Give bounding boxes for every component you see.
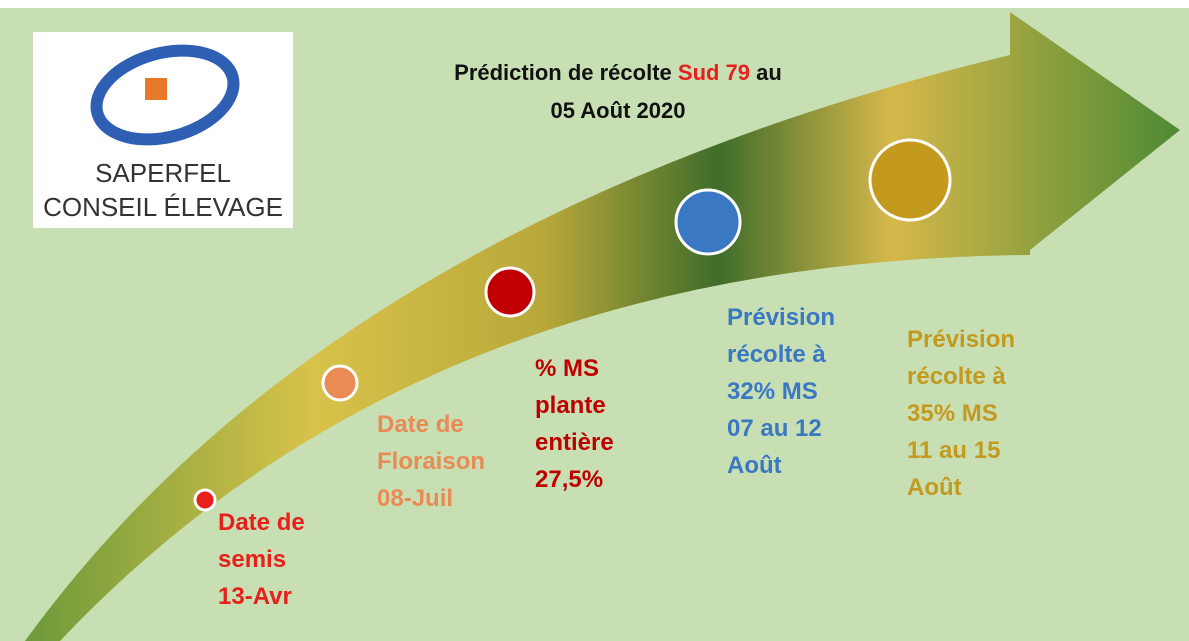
milestone-label: Date de: [218, 509, 305, 536]
milestone-label: Prévision: [727, 304, 835, 331]
milestone-dot: [676, 190, 740, 254]
milestone-dot: [323, 366, 357, 400]
milestone-label: 07 au 12: [727, 415, 822, 442]
milestone-label: récolte à: [727, 341, 826, 368]
logo-cube: [145, 78, 167, 100]
top-strip: [0, 0, 1189, 8]
milestone-label: 08-Juil: [377, 485, 453, 512]
milestone-label: 27,5%: [535, 466, 603, 493]
milestone-label: semis: [218, 546, 286, 573]
title-line1: Prédiction de récolte Sud 79 au: [454, 60, 782, 85]
milestone-label: récolte à: [907, 363, 1006, 390]
milestone-dot: [870, 140, 950, 220]
milestone-dot: [486, 268, 534, 316]
milestone-label: Floraison: [377, 448, 485, 475]
milestone-label: 32% MS: [727, 378, 818, 405]
milestone-label: Date de: [377, 411, 464, 438]
logo-line1: SAPERFEL: [95, 158, 231, 188]
milestone-label: % MS: [535, 355, 599, 382]
title-end: au: [756, 60, 782, 85]
logo: SAPERFEL CONSEIL ÉLEVAGE: [33, 32, 293, 228]
milestone-label: 11 au 15: [907, 437, 1000, 464]
milestone-label: entière: [535, 429, 614, 456]
infographic: SAPERFEL CONSEIL ÉLEVAGE Prédiction de r…: [0, 0, 1189, 641]
milestone-label: 13-Avr: [218, 583, 292, 610]
logo-line2: CONSEIL ÉLEVAGE: [43, 192, 283, 222]
title-start: Prédiction de récolte: [454, 60, 672, 85]
milestone-label: 35% MS: [907, 400, 998, 427]
milestone-label: Prévision: [907, 326, 1015, 353]
title-line2: 05 Août 2020: [551, 98, 686, 123]
milestone-dot: [195, 490, 215, 510]
milestone-label: plante: [535, 392, 606, 419]
milestone-label: Août: [727, 452, 782, 479]
milestone-label: Août: [907, 474, 962, 501]
title-highlight: Sud 79: [678, 60, 750, 85]
